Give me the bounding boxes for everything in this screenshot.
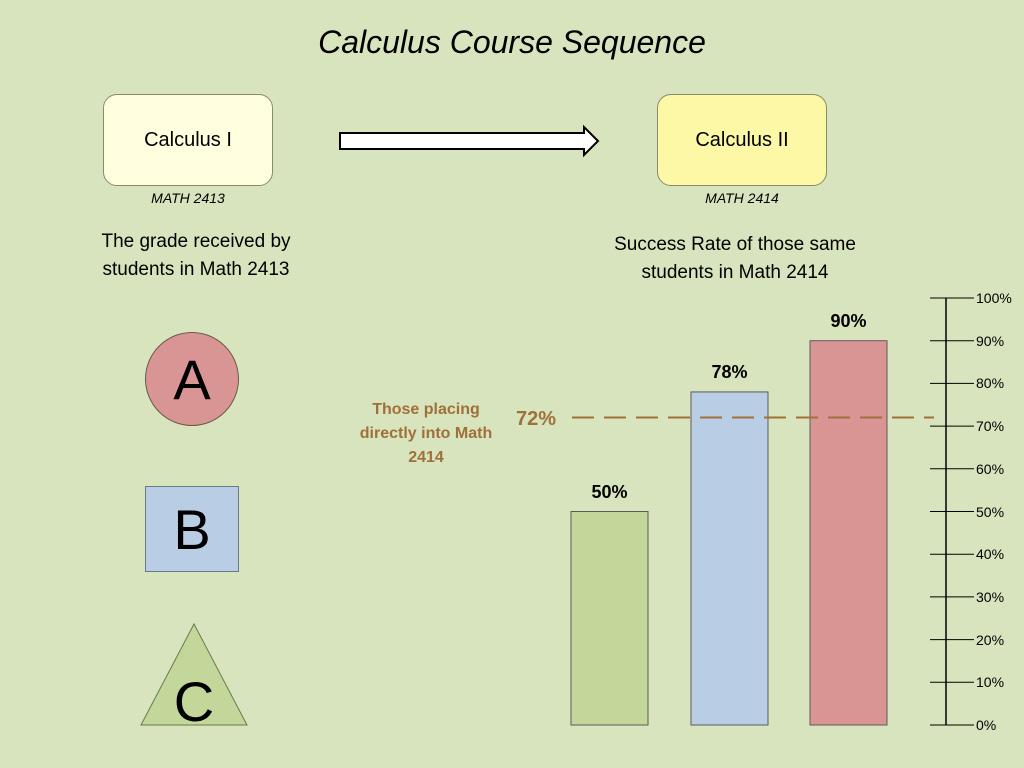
grade-a-circle: A (145, 332, 239, 426)
calculus-1-name: Calculus I (144, 128, 232, 151)
y-tick-label: 0% (976, 717, 997, 733)
y-tick-label: 80% (976, 375, 1005, 392)
left-caption: The grade received by students in Math 2… (101, 231, 291, 280)
y-tick-label: 30% (976, 588, 1005, 605)
y-axis (930, 297, 974, 726)
y-tick-label: 100% (976, 290, 1012, 306)
calculus-1-box: Calculus I (103, 94, 273, 186)
calculus-2-name: Calculus II (695, 128, 789, 151)
sequence-arrow-icon (339, 124, 600, 158)
grade-a-label: A (173, 347, 211, 411)
calculus-2-box: Calculus II (657, 94, 827, 186)
bar-grade-c (570, 511, 649, 726)
bar-value-label-a: 90% (830, 310, 867, 331)
calculus-1-code: MATH 2413 (151, 190, 225, 206)
y-tick-label: 50% (976, 503, 1005, 520)
y-tick-label: 40% (976, 546, 1005, 563)
bar-value-label-b: 78% (711, 361, 748, 382)
grade-b-square: B (145, 486, 239, 572)
page-title: Calculus Course Sequence (318, 24, 706, 60)
bar-grade-a (809, 340, 888, 726)
bar-grade-b (690, 391, 769, 726)
grade-c-label: C (173, 670, 215, 733)
y-tick-label: 90% (976, 332, 1005, 349)
right-caption: Success Rate of those same students in M… (614, 234, 856, 283)
y-tick-label: 10% (976, 674, 1005, 691)
grade-c-triangle (140, 622, 248, 726)
grade-b-label: B (173, 497, 211, 561)
bar-series (570, 340, 888, 726)
bar-value-label-c: 50% (591, 481, 628, 502)
calculus-2-code: MATH 2414 (705, 190, 779, 206)
y-tick-label: 20% (976, 631, 1005, 648)
reference-value: 72% (515, 408, 557, 430)
y-tick-label: 60% (976, 460, 1005, 477)
reference-label: Those placing directly into Math 2414 (359, 401, 493, 466)
y-tick-label: 70% (976, 418, 1005, 435)
